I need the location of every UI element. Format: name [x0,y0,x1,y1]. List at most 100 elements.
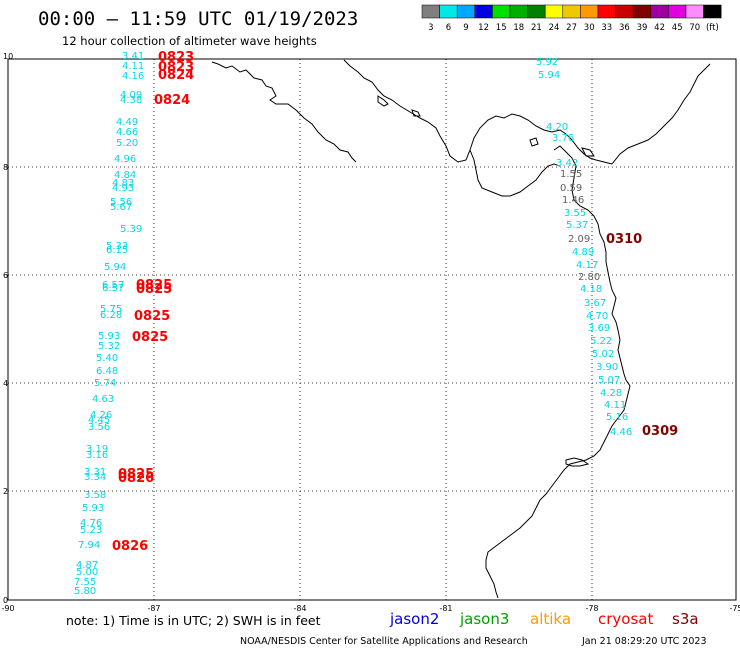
wave-height-label: 5.20 [116,138,138,149]
wave-height-color-scale: 3 6 9 12 15 18 21 24 27 30 33 36 39 42 45 70 (ft) [421,4,722,33]
scale-swatch [597,4,616,19]
wave-height-label: 4.20 [546,122,568,133]
wave-height-label: 5.22 [590,336,612,347]
latitude-tick: 4 [3,379,8,388]
wave-height-label: 1.55 [560,169,582,180]
pass-time-label: 0825 [132,330,168,345]
wave-height-label: 5.92 [536,57,558,68]
scale-swatch [703,4,722,19]
pass-time-label: 0826 [118,471,154,486]
generated-timestamp: Jan 21 08:29:20 UTC 2023 [581,636,707,647]
map-subtitle: 12 hour collection of altimeter wave hei… [62,34,317,48]
scale-label: 24 [549,23,560,33]
scale-swatch [421,4,440,19]
wave-height-label: 5.93 [82,503,104,514]
scale-swatch [562,4,581,19]
scale-swatch [632,4,652,19]
scale-label: 33 [601,23,612,33]
wave-height-label: 5.02 [592,349,614,360]
longitude-tick: -75 [729,604,740,613]
wave-height-label: 5.80 [74,586,96,597]
pass-time-label: 0824 [158,68,194,83]
pass-time-label: 0826 [112,539,148,554]
wave-height-label: 4.09 [120,90,142,101]
longitude-tick: -78 [585,604,598,613]
pass-time-label: 0310 [606,232,642,247]
wave-height-label: 4.26 [90,410,112,421]
wave-height-label: 3.58 [84,490,106,501]
credit-line: NOAA/NESDIS Center for Satellite Applica… [240,636,528,647]
pass-time-label: 0825 [118,467,154,482]
wave-height-label: 3.19 [86,444,108,455]
wave-height-label: 5.93 [98,331,120,342]
wave-height-label: 3.42 [556,158,578,169]
scale-label: 21 [531,23,542,33]
scale-label: 45 [672,23,683,33]
pass-time-label: 0825 [136,278,172,293]
wave-height-label: 4.89 [572,247,594,258]
scale-swatch [615,4,634,19]
pass-time-label: 0309 [642,424,678,439]
wave-height-label: 7.94 [78,540,100,551]
latitude-tick-labels: 10 8 6 4 2 0 [3,52,13,605]
satellite-legend-item: s3a [672,610,699,628]
wave-height-label: 4.18 [580,284,602,295]
latitude-tick: 10 [3,52,13,61]
scale-swatch [685,4,704,19]
wave-height-label: 3.56 [88,422,110,433]
scale-label: 36 [619,23,630,33]
satellite-legend-item: jason3 [459,610,509,628]
pass-time-label: 0823 [158,60,194,75]
wave-height-label: 1.46 [562,195,584,206]
latitude-tick: 6 [3,271,8,280]
scale-label: 15 [496,23,507,33]
wave-height-label: 4.76 [80,518,102,529]
wave-height-label: 3.90 [596,362,618,373]
pass-time-label: 0825 [134,309,170,324]
longitude-tick: -81 [439,604,452,613]
wave-height-label: 5.67 [110,202,132,213]
wave-height-label: 3.67 [584,298,606,309]
wave-height-label: 6.57 [102,280,124,291]
wave-height-label: 3.34 [84,472,106,483]
wave-height-label: 4.16 [122,71,144,82]
latitude-tick: 8 [3,163,8,172]
wave-height-label: 5.33 [106,241,128,252]
wave-height-label: 4.45 [88,415,110,426]
wave-height-label: 5.75 [100,304,122,315]
scale-label: 3 [428,23,433,33]
wave-height-label: 6.48 [96,366,118,377]
wave-height-label: 3.31 [84,467,106,478]
scale-label: 42 [654,23,665,33]
wave-height-label: 5.40 [96,353,118,364]
wave-height-label: 6.15 [106,245,128,256]
scale-swatch [544,4,564,19]
latitude-tick: 2 [3,487,8,496]
scale-swatch [509,4,528,19]
scale-swatch [650,4,669,19]
wave-height-label: 4.46 [610,427,632,438]
scale-label: 39 [637,23,648,33]
scale-swatch [580,4,599,19]
wave-height-label: 4.11 [122,61,144,72]
wave-height-label: 3.41 [122,51,144,62]
pass-time-label: 0825 [136,282,172,297]
wave-height-label: 5.23 [80,525,102,536]
wave-height-label: 0.59 [560,183,582,194]
wave-height-label: 5.94 [538,70,560,81]
wave-height-label: 4.38 [120,95,142,106]
scale-label: 27 [566,23,577,33]
wave-height-label: 5.16 [606,412,628,423]
wave-height-label: 2.80 [578,272,600,283]
wave-height-label: 3.76 [552,133,574,144]
satellite-legend: jason2 jason3 altika cryosat s3a [389,610,699,628]
wave-height-label: 4.11 [604,400,626,411]
wave-height-label: 4.49 [116,117,138,128]
map-frame [7,58,737,601]
wave-height-label: 4.66 [116,127,138,138]
wave-height-label: 4.84 [114,170,136,181]
satellite-legend-item: altika [530,610,571,628]
pass-time-label: 0824 [154,93,190,108]
wave-height-label: 4.28 [600,388,622,399]
